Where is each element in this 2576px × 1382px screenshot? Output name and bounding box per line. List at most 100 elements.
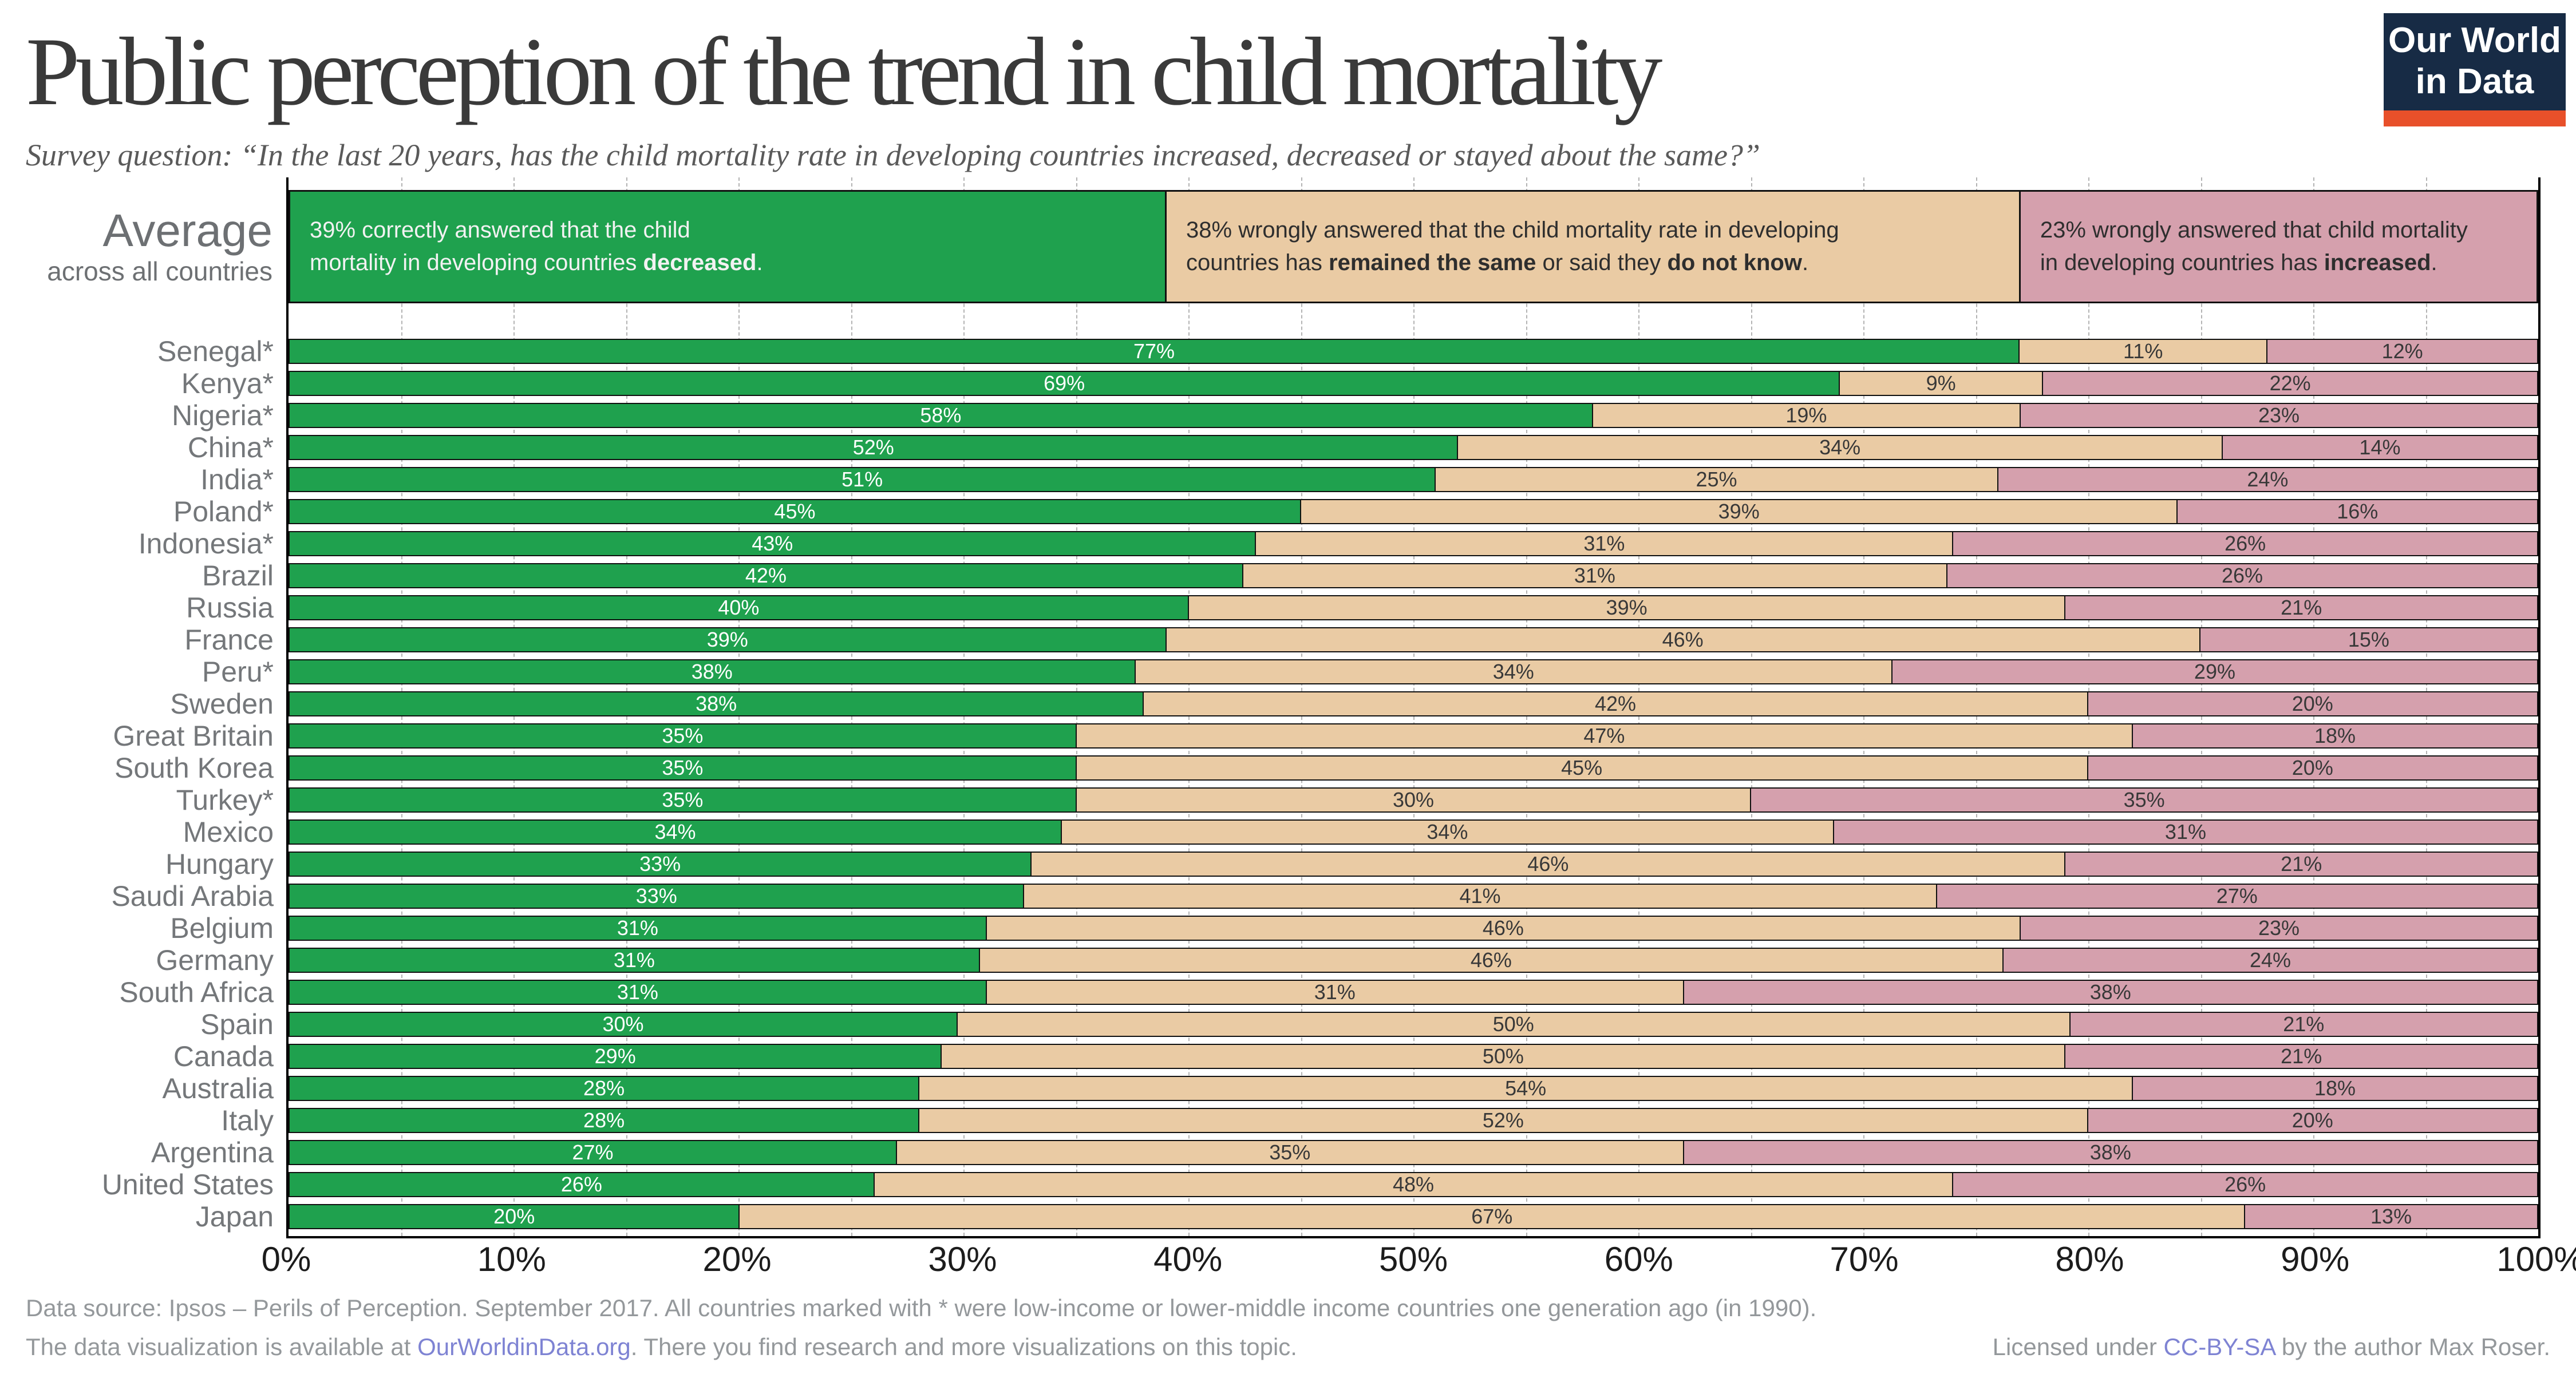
bar-segment-decreased: 40% xyxy=(290,596,1188,619)
bar-segment-increased: 24% xyxy=(1997,468,2537,491)
country-row-australia: Australia 28% 54% 18% xyxy=(162,1072,2538,1104)
segment-value-label: 19% xyxy=(1785,404,1827,427)
country-row-nigeria-: Nigeria* 58% 19% 23% xyxy=(172,399,2538,431)
bar-segment-increased: 18% xyxy=(2132,724,2537,747)
average-same-bold: remained the same xyxy=(1329,250,1536,275)
owid-logo-text: Our World in Data xyxy=(2384,13,2566,102)
segment-value-label: 43% xyxy=(752,532,793,555)
country-row-turkey-: Turkey* 35% 30% 35% xyxy=(176,784,2538,816)
segment-value-label: 38% xyxy=(2089,1141,2131,1164)
bar-segment-same: 39% xyxy=(1187,596,2065,619)
bar-segment-same: 31% xyxy=(985,981,1683,1004)
stacked-bar: 35% 30% 35% xyxy=(289,787,2538,813)
country-row-france: France 39% 46% 15% xyxy=(184,624,2538,656)
country-row-poland-: Poland* 45% 39% 16% xyxy=(173,496,2538,528)
segment-value-label: 23% xyxy=(2258,404,2300,427)
owid-logo-line1: Our World xyxy=(2388,21,2561,60)
bar-segment-decreased: 39% xyxy=(290,628,1165,651)
country-row-russia: Russia 40% 39% 21% xyxy=(186,592,2538,624)
country-row-canada: Canada 29% 50% 21% xyxy=(173,1040,2538,1072)
bar-segment-increased: 38% xyxy=(1682,1141,2537,1164)
country-row-kenya-: Kenya* 69% 9% 22% xyxy=(181,367,2538,399)
bar-segment-same: 35% xyxy=(895,1141,1683,1164)
segment-value-label: 27% xyxy=(2216,885,2258,908)
country-label: Mexico xyxy=(183,816,274,848)
footer-note: The data visualization is available at O… xyxy=(26,1333,2550,1361)
footer-owid-link[interactable]: OurWorldinData.org xyxy=(417,1333,631,1360)
segment-value-label: 51% xyxy=(841,468,883,491)
bar-segment-decreased: 33% xyxy=(290,853,1031,876)
segment-value-label: 30% xyxy=(602,1013,644,1036)
country-label: Argentina xyxy=(151,1137,274,1169)
segment-value-label: 35% xyxy=(662,724,704,747)
x-axis-tick-20: 20% xyxy=(702,1240,772,1278)
bar-segment-increased: 20% xyxy=(2087,1109,2537,1132)
owid-logo-accent-bar xyxy=(2384,110,2566,126)
segment-value-label: 21% xyxy=(2281,1045,2322,1068)
country-label: China* xyxy=(187,431,274,464)
bar-segment-increased: 15% xyxy=(2199,628,2537,651)
segment-value-label: 67% xyxy=(1471,1205,1513,1228)
country-row-brazil: Brazil 42% 31% 26% xyxy=(202,560,2538,592)
segment-value-label: 48% xyxy=(1392,1173,1435,1196)
bar-segment-increased: 27% xyxy=(1935,885,2537,908)
owid-logo[interactable]: Our World in Data xyxy=(2384,13,2566,126)
bar-segment-same: 50% xyxy=(956,1013,2069,1036)
country-label: Italy xyxy=(221,1104,274,1137)
bar-segment-same: 50% xyxy=(941,1045,2065,1068)
bar-segment-same: 31% xyxy=(1242,564,1946,587)
segment-value-label: 16% xyxy=(2337,500,2379,523)
bar-segment-decreased: 28% xyxy=(290,1109,919,1132)
footer-ccbysa-link[interactable]: CC-BY-SA xyxy=(2163,1333,2275,1360)
segment-value-label: 77% xyxy=(1133,340,1175,363)
footer-ccbysa-text: by the author Max Roser. xyxy=(2275,1333,2550,1360)
segment-value-label: 46% xyxy=(1527,853,1569,876)
segment-value-label: 39% xyxy=(1718,500,1760,523)
average-segment-decreased: 39% correctly answered that the child mo… xyxy=(290,192,1165,302)
footer-ccbysa-text: Licensed under xyxy=(1992,1333,2164,1360)
stacked-bar: 28% 54% 18% xyxy=(289,1076,2538,1101)
segment-value-label: 34% xyxy=(1819,436,1861,459)
footer-license: Licensed under CC-BY-SA by the author Ma… xyxy=(1993,1333,2550,1361)
segment-value-label: 35% xyxy=(662,789,704,811)
country-row-sweden: Sweden 38% 42% 20% xyxy=(170,688,2538,720)
bar-segment-same: 41% xyxy=(1023,885,1936,908)
footer-datasource: Data source: Ipsos – Perils of Perceptio… xyxy=(26,1294,1817,1321)
segment-value-label: 31% xyxy=(617,917,658,940)
average-segment-decreased-description: 39% correctly answered that the child mo… xyxy=(290,214,775,279)
survey-question: Survey question: “In the last 20 years, … xyxy=(26,138,1760,172)
segment-value-label: 30% xyxy=(1392,789,1435,811)
segment-value-label: 26% xyxy=(2225,532,2266,555)
average-segment-increased: 23% wrongly answered that child mortalit… xyxy=(2018,192,2537,302)
average-same-text: 38% wrongly answered that the child mort… xyxy=(1186,217,1839,275)
stacked-bar: 35% 45% 20% xyxy=(289,755,2538,781)
bar-segment-same: 48% xyxy=(873,1173,1953,1196)
country-label: Russia xyxy=(186,592,274,624)
stacked-bar: 45% 39% 16% xyxy=(289,499,2538,524)
country-label: Poland* xyxy=(173,496,274,528)
bar-segment-decreased: 31% xyxy=(290,949,979,972)
bar-segment-increased: 26% xyxy=(1946,564,2537,587)
segment-value-label: 38% xyxy=(691,660,733,683)
segment-value-label: 39% xyxy=(706,628,748,651)
segment-value-label: 26% xyxy=(2225,1173,2266,1196)
country-label: South Africa xyxy=(119,976,274,1008)
bar-segment-increased: 18% xyxy=(2132,1077,2537,1100)
segment-value-label: 26% xyxy=(560,1173,602,1196)
average-increased-text: . xyxy=(2431,250,2437,275)
country-row-south-korea: South Korea 35% 45% 20% xyxy=(114,752,2538,784)
segment-value-label: 25% xyxy=(1696,468,1737,491)
x-axis-tick-80: 80% xyxy=(2055,1240,2124,1278)
bar-segment-increased: 31% xyxy=(1832,821,2537,844)
bar-segment-increased: 26% xyxy=(1952,532,2537,555)
country-label: Indonesia* xyxy=(138,528,274,560)
country-row-senegal-: Senegal* 77% 11% 12% xyxy=(157,335,2538,367)
bar-segment-increased: 20% xyxy=(2087,692,2537,715)
segment-value-label: 22% xyxy=(2269,372,2311,395)
country-row-china-: China* 52% 34% 14% xyxy=(188,431,2538,464)
bar-segment-decreased: 26% xyxy=(290,1173,874,1196)
bar-segment-same: 34% xyxy=(1060,821,1833,844)
country-row-peru-: Peru* 38% 34% 29% xyxy=(202,656,2538,688)
segment-value-label: 50% xyxy=(1482,1045,1524,1068)
segment-value-label: 45% xyxy=(774,500,816,523)
